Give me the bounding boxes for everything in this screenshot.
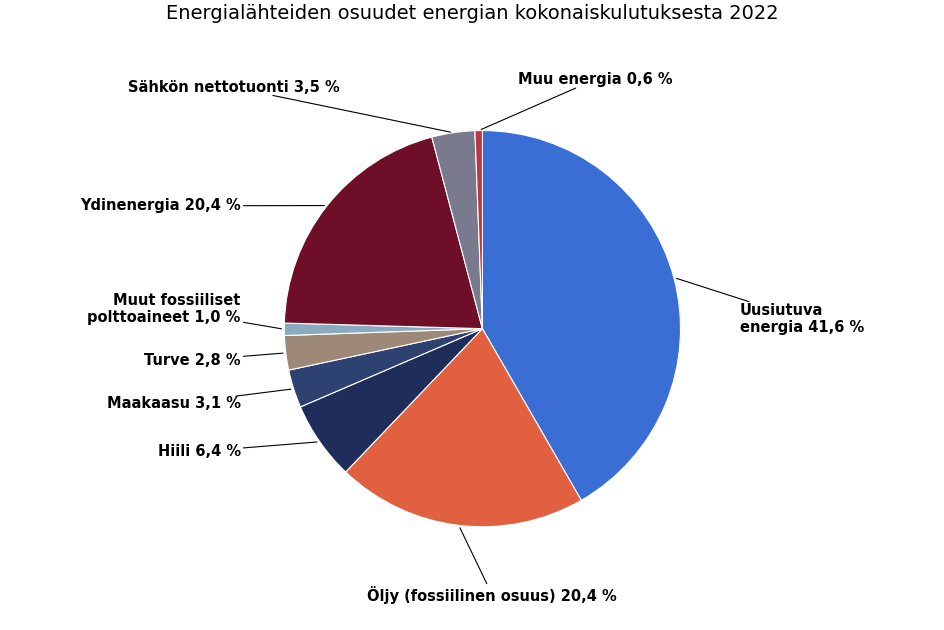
Text: Uusiutuva
energia 41,6 %: Uusiutuva energia 41,6 % <box>676 278 864 335</box>
Text: Turve 2,8 %: Turve 2,8 % <box>143 353 282 368</box>
Wedge shape <box>284 137 481 329</box>
Title: Energialähteiden osuudet energian kokonaiskulutuksesta 2022: Energialähteiden osuudet energian kokona… <box>166 4 778 23</box>
Wedge shape <box>284 323 481 336</box>
Text: Ydinenergia 20,4 %: Ydinenergia 20,4 % <box>80 198 324 214</box>
Wedge shape <box>284 329 481 370</box>
Wedge shape <box>300 329 481 472</box>
Wedge shape <box>481 130 680 500</box>
Text: Hiili 6,4 %: Hiili 6,4 % <box>158 442 316 459</box>
Text: Muut fossiiliset
polttoaineet 1,0 %: Muut fossiiliset polttoaineet 1,0 % <box>87 293 281 329</box>
Text: Muu energia 0,6 %: Muu energia 0,6 % <box>480 72 672 129</box>
Text: Sähkön nettotuonti 3,5 %: Sähkön nettotuonti 3,5 % <box>127 80 450 132</box>
Text: Maakaasu 3,1 %: Maakaasu 3,1 % <box>107 389 291 411</box>
Text: Öljy (fossiilinen osuus) 20,4 %: Öljy (fossiilinen osuus) 20,4 % <box>367 528 616 604</box>
Wedge shape <box>346 329 581 527</box>
Wedge shape <box>288 329 481 407</box>
Wedge shape <box>475 130 481 329</box>
Wedge shape <box>431 130 481 329</box>
